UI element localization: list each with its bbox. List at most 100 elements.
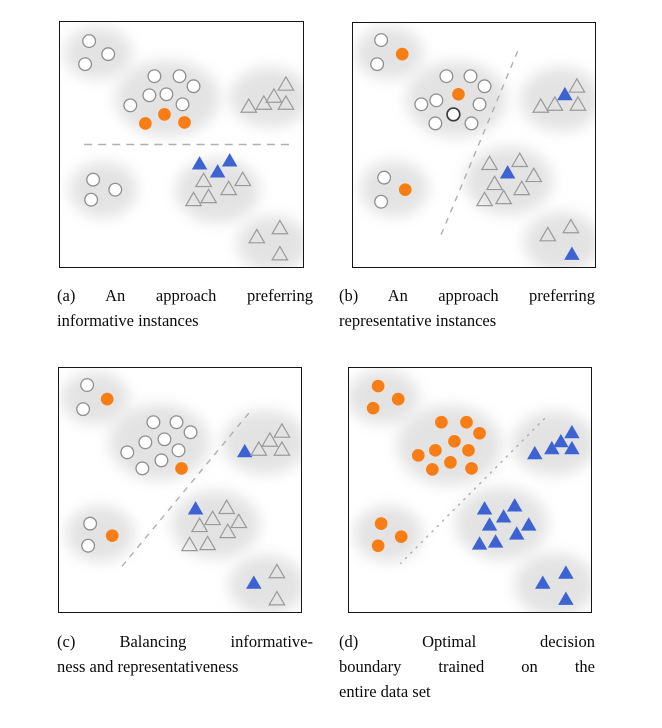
open-circle-marker	[157, 432, 172, 447]
open-triangle-marker	[203, 509, 222, 526]
open-triangle-marker	[184, 191, 203, 207]
open-triangle-marker	[194, 172, 213, 188]
open-triangle-marker	[261, 431, 279, 447]
orange-circle-marker	[395, 47, 409, 61]
decision-boundary-line	[438, 50, 519, 240]
open-triangle-marker	[512, 180, 531, 196]
open-circle-marker	[414, 97, 429, 112]
cluster-blob	[175, 158, 260, 223]
open-triangle-marker	[273, 422, 291, 438]
open-circle-marker	[83, 516, 98, 531]
blue-triangle-marker	[506, 498, 523, 512]
decision-boundary-line	[117, 412, 250, 572]
open-circle-marker	[123, 98, 138, 113]
open-circle-marker	[472, 97, 487, 112]
open-triangle-marker	[562, 218, 580, 234]
blue-triangle-marker	[564, 440, 580, 455]
open-circle-marker	[142, 88, 157, 103]
cluster-blob	[397, 405, 502, 486]
orange-circle-marker	[465, 462, 478, 475]
cluster-blob	[229, 67, 303, 128]
blue-triangle-marker	[544, 440, 560, 455]
open-triangle-marker	[273, 440, 291, 456]
orange-circle-marker	[139, 117, 152, 130]
open-circle-marker	[169, 415, 184, 430]
blue-triangle-marker	[191, 156, 208, 170]
open-triangle-marker	[531, 97, 550, 113]
orange-circle-marker	[460, 415, 473, 429]
caption-a-line-1: (a) An approach preferring	[57, 286, 313, 305]
open-circle-marker	[80, 378, 95, 393]
open-circle-marker	[120, 445, 135, 460]
cluster-blob	[64, 27, 133, 80]
panel-d	[348, 367, 592, 613]
open-triangle-marker	[271, 245, 289, 261]
cluster-blob	[69, 161, 138, 218]
open-circle-marker	[439, 69, 454, 84]
open-triangle-marker	[229, 512, 248, 529]
blue-triangle-marker	[495, 509, 512, 523]
open-circle-marker	[183, 425, 198, 440]
open-triangle-marker	[248, 228, 266, 244]
open-circle-marker	[101, 47, 116, 62]
blue-triangle-marker	[487, 534, 504, 548]
open-triangle-marker	[239, 97, 258, 113]
open-triangle-marker	[217, 498, 236, 515]
orange-circle-marker	[394, 530, 408, 544]
blue-triangle-marker	[246, 575, 262, 589]
open-circle-marker	[146, 415, 161, 430]
cluster-blob	[464, 146, 553, 215]
blue-triangle-marker	[221, 153, 238, 167]
queried-circle-marker	[446, 107, 461, 122]
open-triangle-marker	[485, 175, 504, 191]
blue-triangle-marker	[535, 575, 551, 589]
open-circle-marker	[171, 443, 186, 458]
cluster-blob	[228, 554, 301, 612]
panel-a-plot	[64, 27, 303, 267]
orange-circle-marker	[374, 517, 388, 530]
open-circle-marker	[147, 69, 162, 84]
caption-b: (b) An approach preferring representativ…	[339, 283, 595, 333]
open-circle-marker	[464, 116, 479, 131]
orange-circle-marker	[100, 392, 114, 406]
cluster-blob	[514, 552, 591, 612]
open-circle-marker	[135, 461, 150, 476]
blue-triangle-marker	[553, 433, 569, 448]
blue-triangle-marker	[527, 445, 543, 460]
open-circle-marker	[370, 57, 385, 72]
open-circle-marker	[377, 170, 392, 185]
orange-circle-marker	[429, 444, 442, 457]
caption-c-line-1: (c) Balancing informative-	[57, 632, 313, 651]
orange-circle-marker	[371, 379, 385, 393]
cluster-blob	[360, 160, 429, 217]
open-circle-marker	[82, 34, 97, 49]
open-triangle-marker	[199, 188, 218, 204]
open-triangle-marker	[219, 180, 238, 196]
caption-a: (a) An approach preferring informative i…	[57, 283, 313, 333]
open-triangle-marker	[180, 536, 199, 552]
cluster-blob	[455, 487, 548, 560]
open-circle-marker	[463, 69, 478, 84]
orange-circle-marker	[178, 116, 191, 129]
open-triangle-marker	[277, 75, 295, 91]
blue-triangle-marker	[187, 501, 204, 515]
open-circle-marker	[477, 79, 492, 94]
orange-circle-marker	[444, 456, 457, 469]
caption-d-line-3: entire data set	[339, 682, 431, 701]
cluster-blob	[222, 410, 301, 475]
open-circle-marker	[108, 182, 123, 197]
panel-c-plot	[61, 372, 301, 612]
open-triangle-marker	[568, 77, 586, 93]
cluster-blob	[236, 215, 303, 267]
orange-circle-marker	[462, 444, 475, 457]
blue-triangle-marker	[558, 565, 574, 579]
open-circle-marker	[76, 402, 91, 417]
open-circle-marker	[429, 93, 444, 108]
blue-triangle-marker	[557, 86, 573, 101]
open-circle-marker	[172, 69, 187, 84]
orange-circle-marker	[366, 401, 380, 415]
blue-triangle-marker	[564, 424, 580, 439]
open-circle-marker	[154, 453, 169, 468]
blue-triangle-marker	[476, 501, 493, 515]
caption-c-line-2: ness and representativeness	[57, 657, 239, 676]
